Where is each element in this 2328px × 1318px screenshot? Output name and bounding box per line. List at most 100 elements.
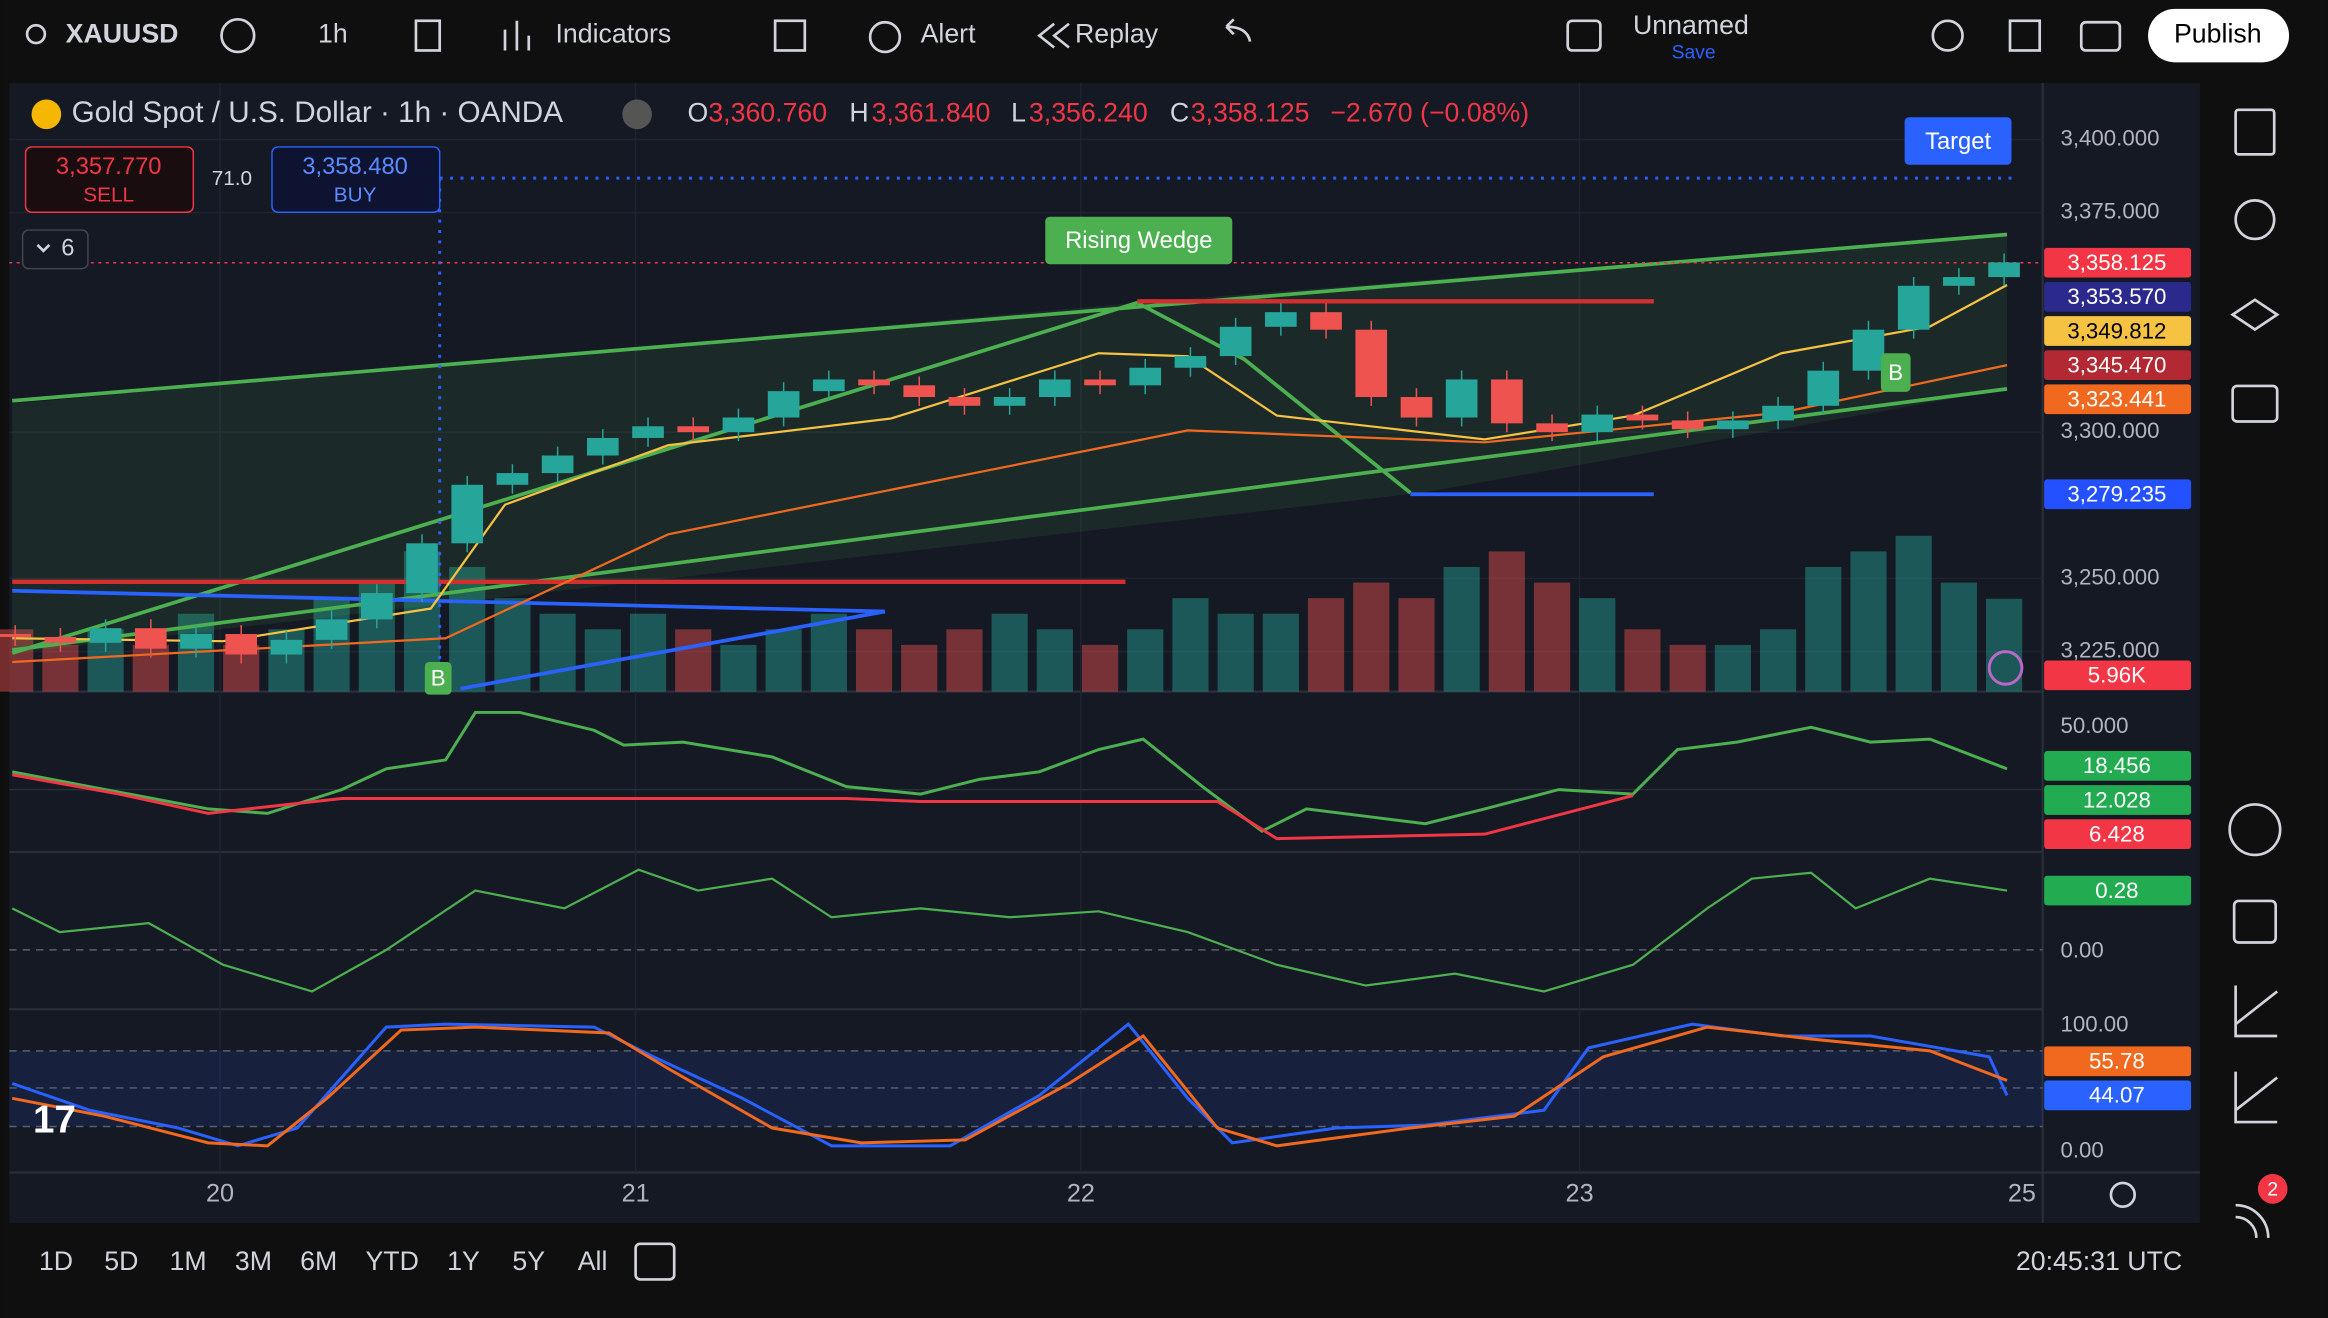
candle-body (180, 634, 212, 649)
layout-icon[interactable] (1566, 19, 1602, 52)
templates-icon[interactable] (773, 19, 807, 52)
interval[interactable]: 1h (318, 19, 348, 49)
macd-label-bg (2044, 751, 2192, 781)
signal-tag (424, 661, 452, 695)
volume-bar (1805, 566, 1842, 692)
candle-body (360, 593, 393, 620)
screenshot-icon[interactable] (2079, 20, 2122, 52)
candle-body (1355, 329, 1388, 398)
buy-label[interactable]: BUY (334, 183, 377, 206)
clock: 20:45:31 UTC (2016, 1246, 2182, 1276)
alert-icon[interactable] (868, 20, 902, 54)
calendar-icon[interactable] (2232, 899, 2278, 944)
o-label: O (688, 97, 709, 127)
sell-label[interactable]: SELL (83, 183, 134, 206)
macd-tick: 50.000 (2060, 713, 2128, 738)
alerts-icon[interactable] (2234, 199, 2276, 241)
candle-body (722, 417, 755, 433)
wedge-fill (12, 234, 2008, 654)
feed-icon[interactable] (2235, 1203, 2270, 1238)
macd-label: 12.028 (2083, 787, 2151, 812)
indicator-count[interactable]: 6 (61, 236, 74, 262)
stoch-k-label-bg (2044, 1046, 2192, 1077)
replay-icon[interactable] (1037, 22, 1070, 49)
range-button[interactable]: YTD (365, 1246, 418, 1276)
candle-body (1626, 414, 1659, 421)
macd-label: 6.428 (2089, 821, 2145, 846)
range-button[interactable]: 1Y (447, 1246, 480, 1276)
pulse-icon[interactable] (2228, 803, 2282, 857)
stoch-top: 100.00 (2060, 1011, 2128, 1036)
range-button[interactable]: 1M (170, 1246, 207, 1276)
volume-bar (1127, 629, 1164, 692)
search-icon[interactable] (25, 23, 47, 45)
candle-body (541, 455, 574, 474)
toolbar: XAUUSD 1h Indicators Alert Replay Unname… (25, 8, 2290, 64)
replay[interactable]: Replay (1075, 19, 1159, 49)
collapse-icon[interactable] (622, 99, 652, 130)
candle-body (406, 543, 438, 594)
range-button[interactable]: 3M (235, 1246, 272, 1276)
stoch-band (9, 1050, 2043, 1127)
chat-icon[interactable] (2231, 384, 2279, 423)
low-value: 3,356.240 (1029, 97, 1148, 127)
chart-area (9, 83, 2200, 1224)
indicator-toggle[interactable] (21, 229, 89, 270)
price-label: 3,323.441 (2067, 387, 2166, 412)
wedge-lines (11, 232, 2008, 655)
volume-bar (1850, 551, 1887, 692)
volume-bar (810, 613, 847, 692)
layout-name[interactable]: Unnamed (1633, 10, 1749, 40)
candle-body (1219, 326, 1252, 357)
save[interactable]: Save (1672, 43, 1716, 64)
watchlist-icon[interactable] (2234, 108, 2276, 156)
axis-settings[interactable] (2109, 1181, 2137, 1209)
price-label-bg (2044, 282, 2192, 312)
settings-icon[interactable] (1931, 19, 1964, 52)
oscillator-line (11, 868, 2008, 993)
pattern-label: Rising Wedge (1065, 228, 1212, 254)
range-button[interactable]: 6M (300, 1246, 337, 1276)
price-tick: 3,250.000 (2060, 564, 2159, 589)
candle-body (903, 385, 936, 398)
volume-bar (1443, 566, 1480, 692)
undo-icon[interactable] (1225, 18, 1252, 42)
c-label: C (1170, 97, 1189, 127)
date-range-icon[interactable] (634, 1242, 676, 1281)
ema-fast (12, 283, 2008, 643)
stoch-bottom: 0.00 (2060, 1138, 2103, 1163)
volume-bar (1579, 598, 1616, 692)
alert-marker[interactable] (1987, 650, 2024, 686)
symbol[interactable]: XAUUSD (66, 19, 179, 49)
sell-button[interactable] (24, 146, 195, 213)
candle-body (1265, 312, 1297, 327)
pattern-tag (1045, 216, 1233, 265)
buy-price[interactable]: 3,358.480 (302, 154, 408, 180)
add-icon[interactable] (220, 17, 256, 54)
range-button[interactable]: 1D (39, 1246, 73, 1276)
draw-icon[interactable] (2234, 985, 2279, 1038)
candle-body (315, 619, 348, 640)
trend-icon[interactable] (2234, 1071, 2279, 1124)
range-button[interactable]: 5Y (512, 1246, 545, 1276)
alert[interactable]: Alert (921, 19, 976, 49)
indicators[interactable]: Indicators (555, 19, 671, 49)
range-button[interactable]: 5D (104, 1246, 138, 1276)
time-tick: 23 (1566, 1179, 1594, 1207)
publish-button[interactable] (2148, 8, 2290, 63)
target-label: Target (1925, 129, 1991, 155)
volume-bar (1081, 644, 1119, 692)
layers-icon[interactable] (2230, 298, 2280, 332)
range-button[interactable]: All (578, 1246, 608, 1276)
fullscreen-icon[interactable] (2008, 19, 2042, 52)
candle-body (270, 639, 303, 655)
buy-button[interactable] (271, 146, 441, 213)
publish[interactable]: Publish (2174, 19, 2262, 49)
volume-bar (1172, 598, 1209, 692)
h-label: H (849, 97, 868, 127)
price-label: 3,358.125 (2067, 250, 2166, 275)
sell-price[interactable]: 3,357.770 (56, 154, 162, 180)
chart-type-icon[interactable] (414, 19, 442, 52)
indicators-icon[interactable] (503, 20, 531, 51)
volume-bar (1669, 644, 1706, 692)
